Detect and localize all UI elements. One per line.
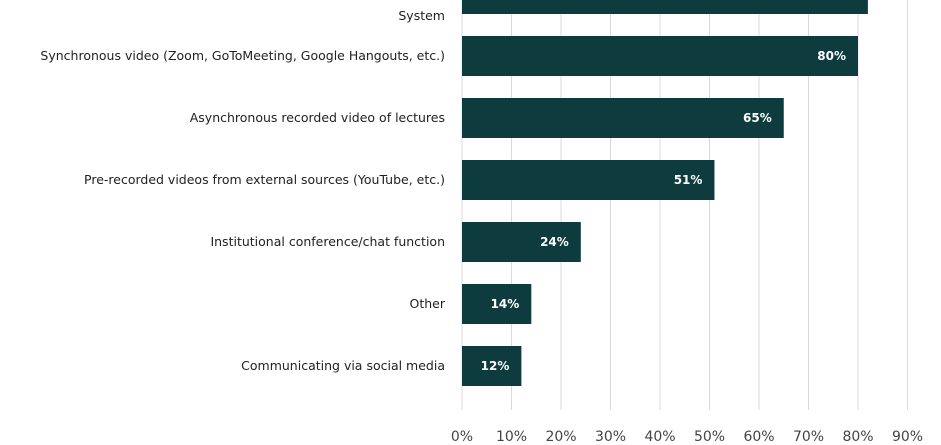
- x-tick-label: 60%: [743, 429, 774, 445]
- category-label: Synchronous video (Zoom, GoToMeeting, Go…: [40, 48, 445, 63]
- value-labels: 80% 80% 65% 51% 24% 14% 12%: [481, 0, 856, 373]
- x-tick-label: 80%: [842, 429, 873, 445]
- bars: [462, 0, 868, 386]
- value-label: 14%: [491, 297, 520, 311]
- category-labels: System Synchronous video (Zoom, GoToMeeti…: [40, 8, 445, 373]
- x-tick-label: 10%: [496, 429, 527, 445]
- value-label: 24%: [540, 235, 569, 249]
- category-label: Institutional conference/chat function: [210, 234, 445, 249]
- bar: [462, 346, 522, 386]
- bar: [462, 284, 532, 324]
- x-tick-label: 40%: [644, 429, 675, 445]
- x-axis-tick-labels: 0% 10% 20% 30% 40% 50% 60% 70% 80% 90%: [451, 429, 923, 445]
- bar: [462, 0, 868, 14]
- value-label: 12%: [481, 359, 510, 373]
- category-label: Asynchronous recorded video of lectures: [190, 110, 445, 125]
- x-tick-label: 90%: [892, 429, 923, 445]
- category-label: Other: [410, 296, 446, 311]
- bar: [462, 160, 715, 200]
- x-tick-label: 30%: [595, 429, 626, 445]
- value-label: 80%: [827, 0, 856, 1]
- value-label: 80%: [817, 49, 846, 63]
- category-label: Communicating via social media: [241, 358, 445, 373]
- bar: [462, 36, 858, 76]
- bar: [462, 222, 581, 262]
- value-label: 51%: [674, 173, 703, 187]
- category-label: System: [398, 8, 445, 23]
- category-label: Pre-recorded videos from external source…: [84, 172, 445, 187]
- value-label: 65%: [743, 111, 772, 125]
- x-tick-label: 0%: [451, 429, 473, 445]
- x-tick-label: 50%: [694, 429, 725, 445]
- x-tick-label: 20%: [545, 429, 576, 445]
- bar: [462, 98, 784, 138]
- x-tick-label: 70%: [793, 429, 824, 445]
